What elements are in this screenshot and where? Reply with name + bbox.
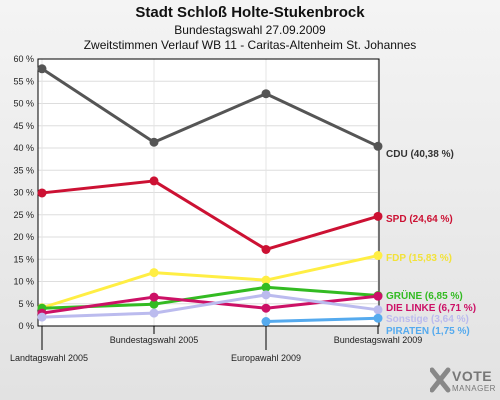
data-point bbox=[373, 141, 383, 151]
data-point bbox=[149, 176, 159, 186]
series-end-label: GRÜNE (6,85 %) bbox=[386, 289, 463, 302]
data-point bbox=[261, 282, 271, 292]
y-tick-label: 25 % bbox=[13, 210, 34, 220]
y-tick-label: 45 % bbox=[13, 121, 34, 131]
series-line bbox=[265, 316, 379, 324]
data-point bbox=[37, 188, 47, 198]
x-tick-label: Europawahl 2009 bbox=[231, 353, 301, 363]
data-point bbox=[373, 211, 383, 221]
data-point bbox=[149, 137, 159, 147]
vote-manager-logo: VOTE MANAGER bbox=[430, 366, 500, 396]
series-line bbox=[41, 179, 379, 251]
y-tick-label: 55 % bbox=[13, 76, 34, 86]
y-tick-label: 30 % bbox=[13, 188, 34, 198]
chart-title: Stadt Schloß Holte-Stukenbrock bbox=[135, 4, 365, 21]
data-point bbox=[261, 303, 271, 313]
series-line bbox=[41, 67, 379, 148]
x-tick-label: Bundestagswahl 2005 bbox=[110, 335, 199, 345]
y-tick-label: 50 % bbox=[13, 99, 34, 109]
series-end-label: SPD (24,64 %) bbox=[386, 214, 453, 225]
data-point bbox=[373, 305, 383, 315]
series-end-label: DIE LINKE (6,71 %) bbox=[386, 303, 476, 314]
data-point bbox=[261, 290, 271, 300]
y-tick-label: 40 % bbox=[13, 143, 34, 153]
x-tick-label: Bundestagswahl 2009 bbox=[334, 335, 423, 345]
y-tick-label: 60 % bbox=[13, 54, 34, 64]
data-point bbox=[37, 64, 47, 74]
series-line bbox=[41, 293, 379, 319]
series-line bbox=[41, 254, 379, 310]
x-tick-label: Landtagswahl 2005 bbox=[10, 353, 88, 363]
data-point bbox=[37, 312, 47, 322]
logo-manager-text: MANAGER bbox=[452, 384, 496, 393]
data-point bbox=[373, 251, 383, 261]
data-point bbox=[261, 89, 271, 99]
data-point bbox=[373, 313, 383, 323]
y-tick-label: 35 % bbox=[13, 165, 34, 175]
y-tick-label: 0 % bbox=[18, 321, 34, 331]
logo-vote-text: VOTE bbox=[452, 368, 493, 384]
chart-subtitle-2: Zweitstimmen Verlauf WB 11 - Caritas-Alt… bbox=[83, 38, 417, 52]
y-tick-label: 5 % bbox=[18, 299, 34, 309]
y-tick-label: 15 % bbox=[13, 254, 34, 264]
series-end-label: FDP (15,83 %) bbox=[386, 253, 452, 264]
data-point bbox=[261, 244, 271, 254]
data-point bbox=[373, 291, 383, 301]
chart-subtitle: Bundestagswahl 27.09.2009 bbox=[174, 23, 326, 37]
data-point bbox=[261, 317, 271, 327]
series-end-label: Sonstige (3,64 %) bbox=[386, 314, 469, 325]
data-point bbox=[261, 275, 271, 285]
series-end-label: CDU (40,38 %) bbox=[386, 149, 454, 160]
data-point bbox=[149, 292, 159, 302]
data-point bbox=[149, 299, 159, 309]
series-end-label: PIRATEN (1,75 %) bbox=[386, 326, 470, 337]
data-point bbox=[149, 268, 159, 278]
y-tick-label: 20 % bbox=[13, 232, 34, 242]
data-point bbox=[149, 308, 159, 318]
logo-x-icon bbox=[430, 367, 451, 393]
y-tick-label: 10 % bbox=[13, 277, 34, 287]
